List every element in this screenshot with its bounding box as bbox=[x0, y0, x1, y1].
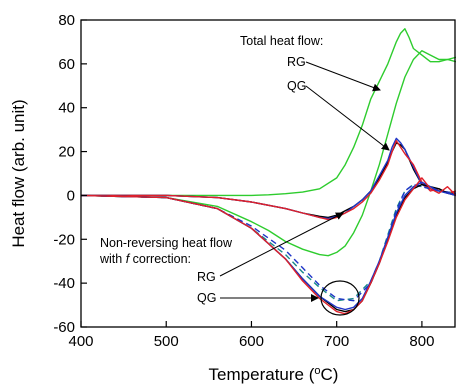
total-qg-label: QG bbox=[287, 79, 306, 93]
ticks-layer: 400 500 600 700 800 -60 -40 -20 0 20 40 60 80 bbox=[53, 12, 434, 350]
x-tick-label: 500 bbox=[154, 333, 179, 350]
y-tick-label: 80 bbox=[58, 12, 75, 29]
x-axis-label: Temperature (oC) bbox=[209, 365, 339, 384]
x-tick-label: 600 bbox=[239, 333, 264, 350]
nonrev-line2-pre: with bbox=[99, 252, 126, 266]
series-line-7 bbox=[80, 183, 456, 302]
y-tick-label: -60 bbox=[53, 319, 75, 336]
nonrev-line2-italic: f bbox=[126, 252, 131, 266]
y-tick-label: 20 bbox=[58, 144, 75, 161]
total-heat-flow-title: Total heat flow: bbox=[240, 34, 323, 48]
x-axis-label-prefix: Temperature ( bbox=[209, 365, 315, 384]
nonrev-title-line2: with f correction: bbox=[99, 252, 191, 266]
x-tick-label: 700 bbox=[324, 333, 349, 350]
y-tick-label: 0 bbox=[67, 187, 75, 204]
minimum-highlight-circle bbox=[320, 280, 360, 316]
series-line-1 bbox=[81, 28, 456, 197]
x-axis-label-sup: o bbox=[314, 365, 320, 377]
y-tick-label: -40 bbox=[53, 275, 75, 292]
x-axis-label-suffix: C) bbox=[321, 365, 339, 384]
annotations: Total heat flow: RG QG Non-reversing hea… bbox=[99, 34, 390, 316]
x-tick-label: 400 bbox=[68, 333, 93, 350]
y-axis-label: Heat flow (arb. unit) bbox=[9, 99, 28, 247]
nonrev-rg-label: RG bbox=[197, 270, 216, 284]
series-layer bbox=[80, 28, 456, 315]
total-qg-arrow bbox=[305, 85, 390, 151]
nonrev-qg-label: QG bbox=[197, 291, 216, 305]
nonrev-rg-arrow bbox=[219, 212, 344, 277]
series-line-10 bbox=[80, 177, 456, 315]
total-rg-arrow bbox=[305, 61, 381, 92]
plot-frame bbox=[80, 19, 456, 328]
x-tick-label: 800 bbox=[409, 333, 434, 350]
y-tick-label: 40 bbox=[58, 100, 75, 117]
total-rg-label: RG bbox=[287, 55, 306, 69]
y-tick-label: -20 bbox=[53, 231, 75, 248]
nonrev-title-line1: Non-reversing heat flow bbox=[100, 236, 233, 250]
nonrev-line2-post: correction: bbox=[129, 252, 191, 266]
series-line-2 bbox=[80, 50, 456, 257]
y-tick-label: 60 bbox=[58, 56, 75, 73]
